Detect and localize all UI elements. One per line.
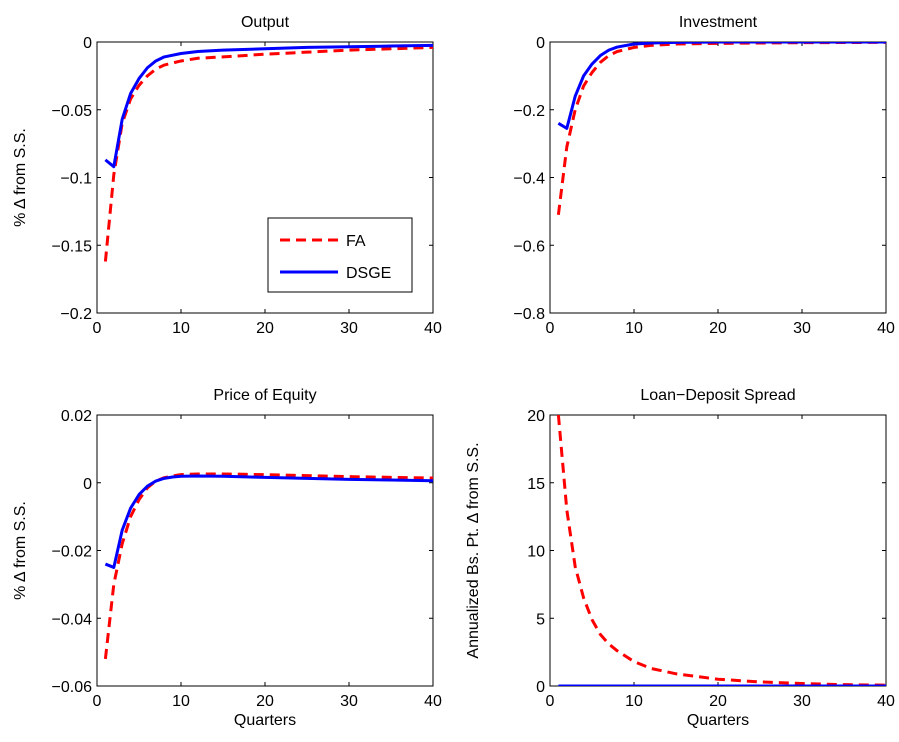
axes-box xyxy=(550,42,886,313)
y-tick-label: −0.06 xyxy=(52,679,93,696)
panel-title: Price of Equity xyxy=(213,387,316,404)
y-tick-label: −0.1 xyxy=(60,171,92,188)
y-tick-label: 5 xyxy=(536,611,545,628)
axes-box xyxy=(97,415,433,686)
x-axis-label: Quarters xyxy=(687,712,749,729)
y-tick-label: −0.6 xyxy=(513,238,545,255)
series-line-fa xyxy=(558,42,886,214)
y-tick-label: −0.04 xyxy=(52,611,93,628)
series-line-dsge xyxy=(558,42,886,128)
x-tick-label: 40 xyxy=(877,693,895,710)
y-tick-label: −0.4 xyxy=(513,171,545,188)
x-tick-label: 30 xyxy=(340,320,358,337)
legend-entry: DSGE xyxy=(346,265,391,282)
axes-box xyxy=(550,415,886,686)
panel-title: Output xyxy=(241,14,290,31)
panel-4: 0 10 20 30 40 0 5 10 15 20 Loan−Deposit Spread Quar… xyxy=(465,387,895,729)
legend-entry: FA xyxy=(346,233,366,250)
x-tick-label: 40 xyxy=(424,693,442,710)
y-tick-label: 0 xyxy=(83,35,92,52)
y-tick-label: 15 xyxy=(527,476,545,493)
y-axis-label: % Δ from S.S. xyxy=(12,501,29,600)
y-tick-label: −0.02 xyxy=(52,544,93,561)
y-tick-label: 0.02 xyxy=(61,408,92,425)
y-tick-label: 10 xyxy=(527,544,545,561)
x-tick-label: 20 xyxy=(256,320,274,337)
series-line-dsge xyxy=(105,476,433,567)
x-tick-label: 20 xyxy=(256,693,274,710)
y-tick-label: −0.15 xyxy=(52,238,93,255)
y-tick-label: 0 xyxy=(536,679,545,696)
series-line-fa xyxy=(105,474,433,659)
panel-1: 0 10 20 30 40 −0.2 −0.15 −0.1 −0.05 0 Output % Δ fr… xyxy=(12,14,442,337)
x-tick-label: 10 xyxy=(625,320,643,337)
x-tick-label: 20 xyxy=(709,693,727,710)
y-tick-label: 0 xyxy=(536,35,545,52)
x-tick-label: 40 xyxy=(877,320,895,337)
x-tick-label: 10 xyxy=(625,693,643,710)
x-tick-label: 0 xyxy=(546,320,555,337)
panel-title: Investment xyxy=(679,14,758,31)
series-group xyxy=(105,474,433,659)
y-tick-label: −0.2 xyxy=(60,306,92,323)
x-axis-label: Quarters xyxy=(234,712,296,729)
x-tick-label: 0 xyxy=(93,320,102,337)
panel-3: 0 10 20 30 40 −0.06 −0.04 −0.02 0 0.02 Price of Eq… xyxy=(12,387,442,729)
series-group xyxy=(558,415,886,686)
x-tick-label: 10 xyxy=(172,693,190,710)
x-tick-label: 0 xyxy=(93,693,102,710)
y-tick-label: 20 xyxy=(527,408,545,425)
y-tick-label: −0.2 xyxy=(513,103,545,120)
y-tick-label: −0.05 xyxy=(52,103,93,120)
x-tick-label: 0 xyxy=(546,693,555,710)
y-tick-label: 0 xyxy=(83,476,92,493)
series-line-fa xyxy=(558,415,886,685)
x-tick-label: 40 xyxy=(424,320,442,337)
x-tick-label: 30 xyxy=(793,320,811,337)
x-tick-label: 30 xyxy=(793,693,811,710)
series-group xyxy=(558,42,886,215)
y-tick-label: −0.8 xyxy=(513,306,545,323)
x-tick-label: 20 xyxy=(709,320,727,337)
series-line-dsge xyxy=(105,45,433,166)
y-axis-label: Annualized Bs. Pt. Δ from S.S. xyxy=(465,442,482,658)
x-tick-label: 10 xyxy=(172,320,190,337)
y-axis-label: % Δ from S.S. xyxy=(12,128,29,227)
panel-2: 0 10 20 30 40 −0.8 −0.6 −0.4 −0.2 0 Investment xyxy=(513,14,895,337)
panel-title: Loan−Deposit Spread xyxy=(640,387,795,404)
legend: FA DSGE xyxy=(268,218,412,292)
x-tick-label: 30 xyxy=(340,693,358,710)
